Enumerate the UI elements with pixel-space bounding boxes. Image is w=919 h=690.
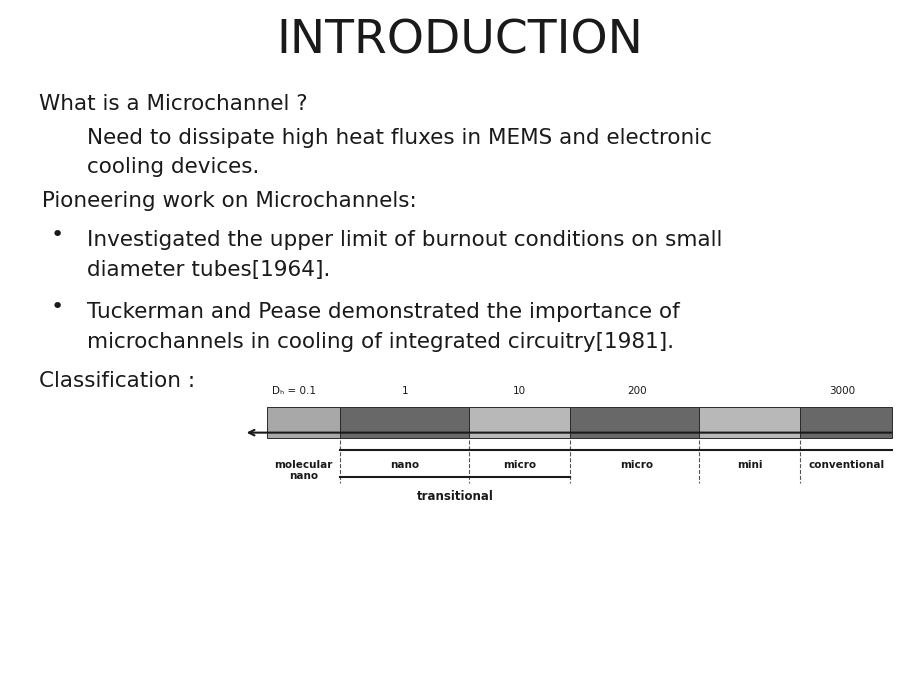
Text: microchannels in cooling of integrated circuitry[1981].: microchannels in cooling of integrated c…: [87, 332, 674, 351]
Text: Dₕ = 0.1: Dₕ = 0.1: [272, 386, 316, 395]
Text: micro: micro: [619, 460, 652, 469]
Text: transitional: transitional: [416, 490, 494, 503]
Bar: [340, 406, 469, 438]
Text: •: •: [51, 226, 63, 245]
Bar: [800, 406, 891, 438]
Text: 10: 10: [513, 386, 526, 395]
Bar: [469, 406, 570, 438]
Text: nano: nano: [390, 460, 419, 469]
Text: 200: 200: [626, 386, 646, 395]
Text: Tuckerman and Pease demonstrated the importance of: Tuckerman and Pease demonstrated the imp…: [87, 302, 679, 322]
Text: diameter tubes[1964].: diameter tubes[1964].: [87, 261, 331, 280]
Bar: [267, 406, 340, 438]
Text: Need to dissipate high heat fluxes in MEMS and electronic: Need to dissipate high heat fluxes in ME…: [87, 128, 711, 148]
Text: •: •: [51, 297, 63, 317]
Text: Classification :: Classification :: [39, 371, 195, 391]
Text: mini: mini: [736, 460, 762, 469]
Text: micro: micro: [503, 460, 536, 469]
Text: Investigated the upper limit of burnout conditions on small: Investigated the upper limit of burnout …: [87, 230, 722, 250]
Text: molecular
nano: molecular nano: [274, 460, 333, 481]
Bar: [570, 406, 698, 438]
Text: 3000: 3000: [828, 386, 854, 395]
Text: What is a Microchannel ?: What is a Microchannel ?: [39, 94, 307, 113]
Text: 1: 1: [401, 386, 408, 395]
Bar: [698, 406, 800, 438]
Text: cooling devices.: cooling devices.: [87, 157, 259, 177]
Text: conventional: conventional: [808, 460, 883, 469]
Text: Pioneering work on Microchannels:: Pioneering work on Microchannels:: [35, 192, 416, 211]
Text: INTRODUCTION: INTRODUCTION: [277, 19, 642, 64]
